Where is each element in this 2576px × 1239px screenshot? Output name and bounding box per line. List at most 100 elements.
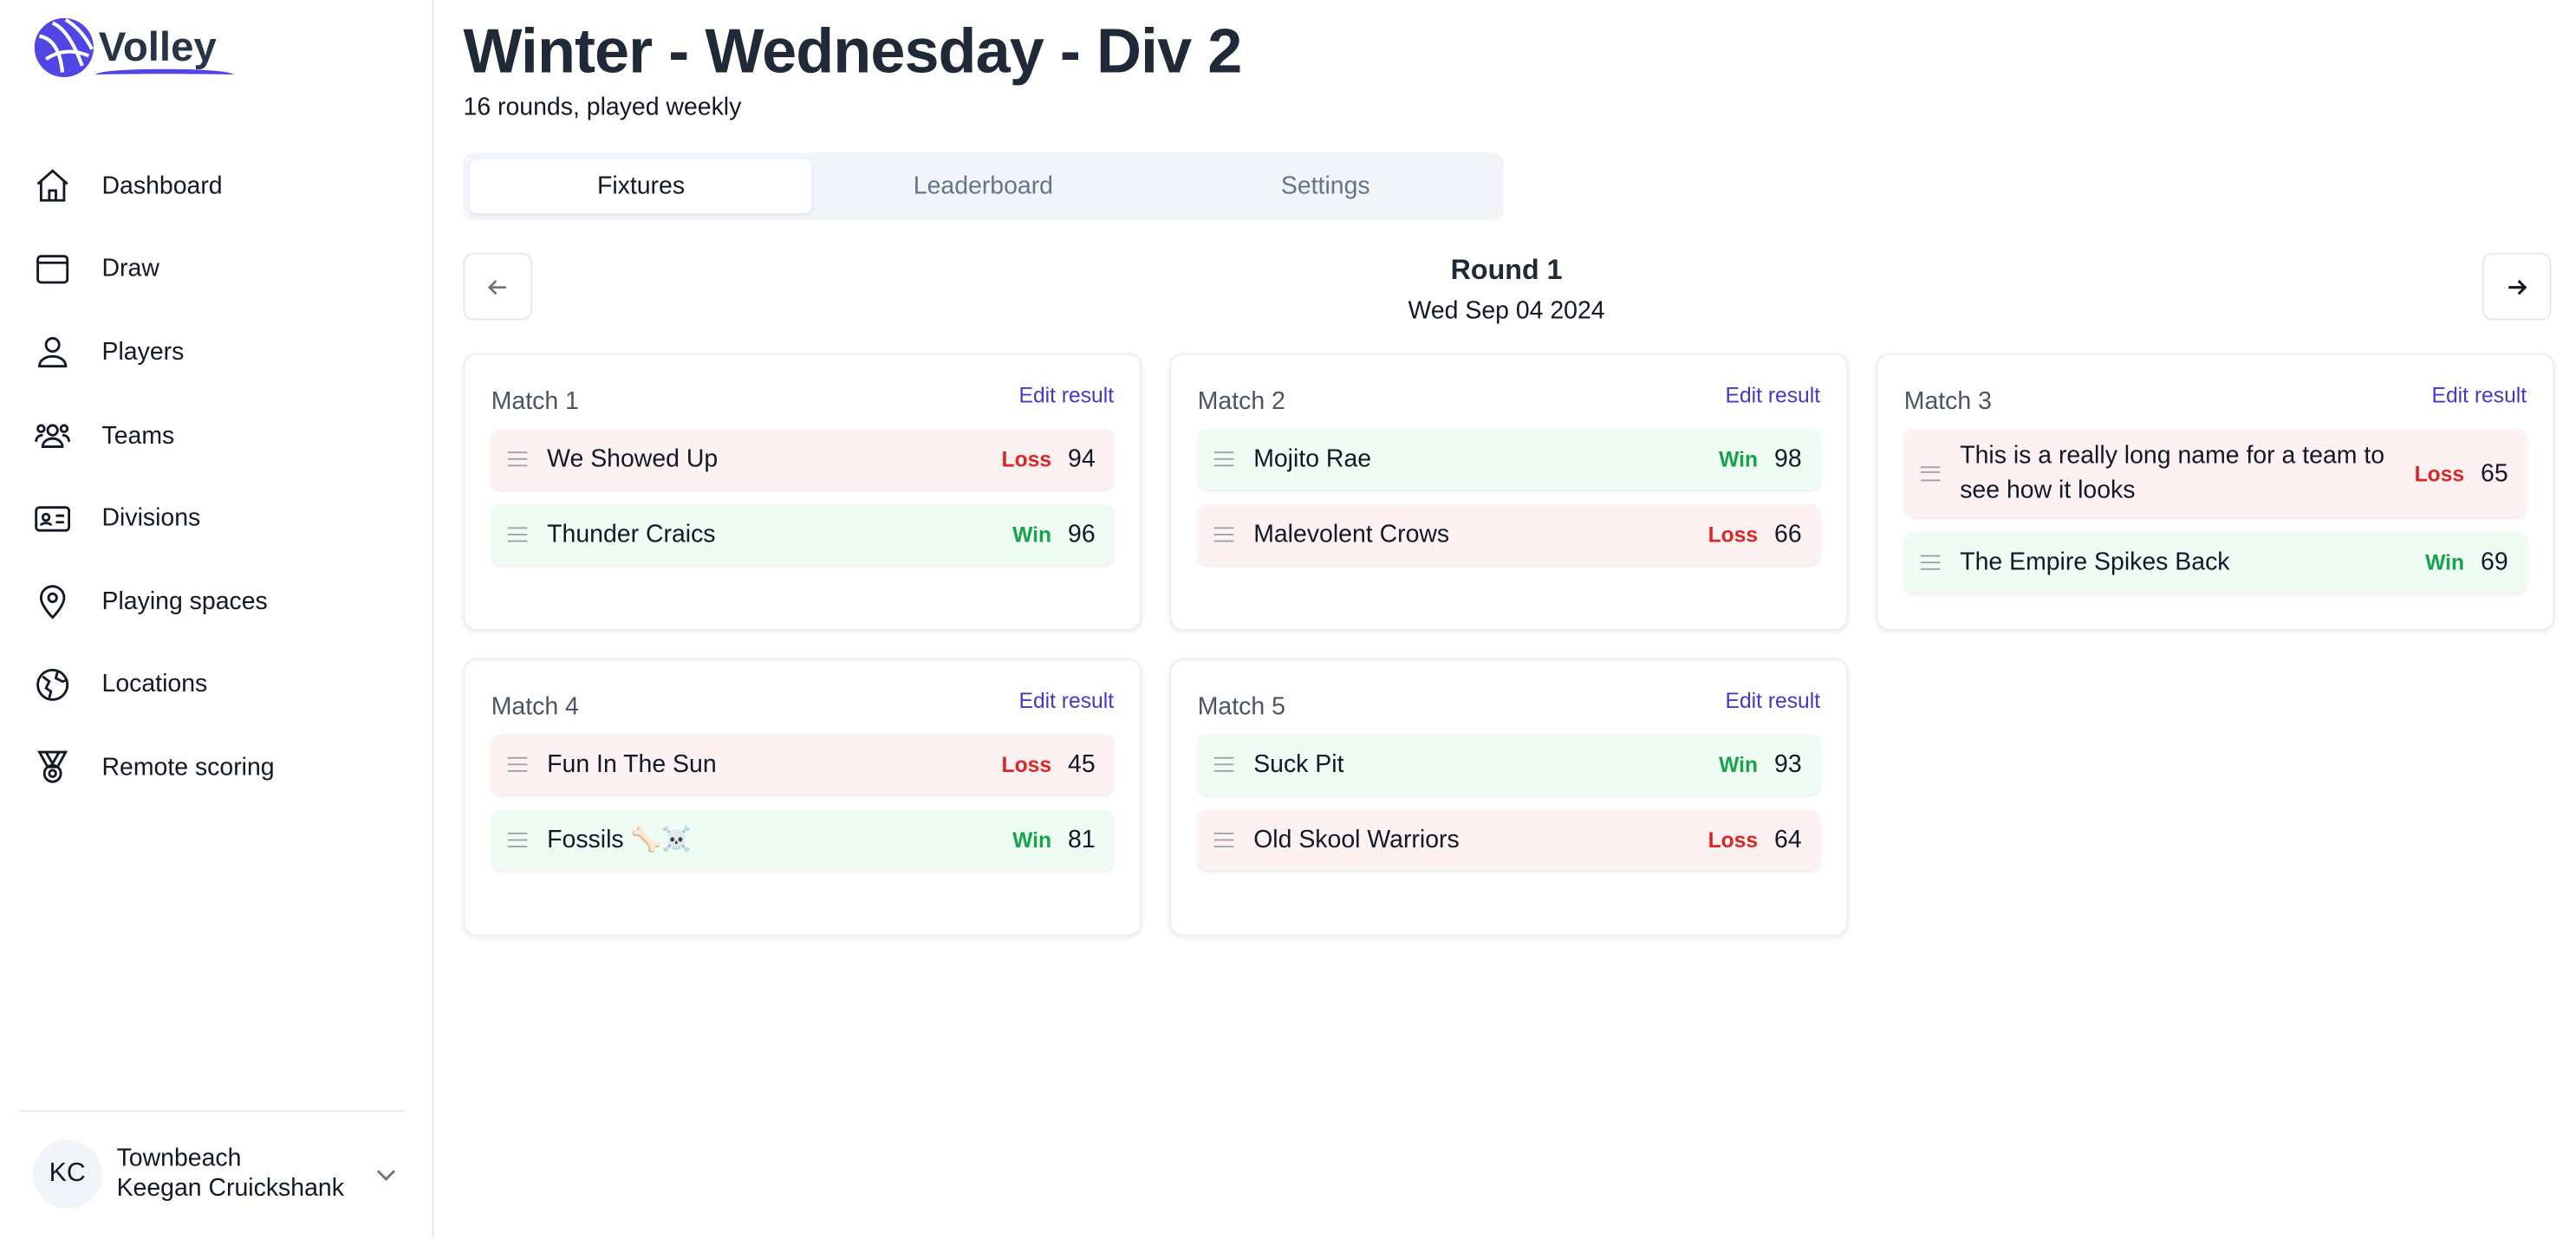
org-name: Townbeach (116, 1145, 242, 1173)
team-score: 96 (1068, 520, 1096, 549)
team-score: 64 (1774, 826, 1802, 854)
sidebar-item-label: Dashboard (101, 172, 223, 200)
team-row[interactable]: Malevolent Crows Loss 66 (1197, 503, 1821, 566)
match-card: Match 4 Edit result Fun In The Sun Loss 45 Fo… (463, 658, 1142, 937)
team-score: 66 (1774, 520, 1802, 549)
result-badge: Loss (2414, 460, 2465, 486)
divider (19, 1110, 405, 1113)
drag-handle-icon[interactable] (1920, 555, 1941, 570)
drag-handle-icon[interactable] (1213, 451, 1234, 467)
result-badge: Win (1012, 827, 1052, 853)
user-icon (38, 337, 68, 369)
tab-fixtures[interactable]: Fixtures (470, 159, 812, 214)
sidebar-item-dashboard[interactable]: Dashboard (33, 145, 411, 228)
team-name: Fun In The Sun (547, 750, 717, 779)
sidebar-item-label: Draw (101, 255, 159, 283)
edit-result-link[interactable]: Edit result (1018, 688, 1115, 713)
team-name: Old Skool Warriors (1253, 826, 1460, 854)
edit-result-link[interactable]: Edit result (2431, 382, 2527, 408)
sidebar-item-locations[interactable]: Locations (33, 643, 411, 726)
team-row[interactable]: Suck Pit Win 93 (1197, 734, 1821, 795)
sidebar-item-label: Playing spaces (101, 587, 268, 616)
team-row[interactable]: Mojito Rae Win 98 (1197, 428, 1821, 490)
user-menu[interactable]: KC Townbeach Keegan Cruickshank (32, 1139, 398, 1210)
sidebar-item-playing-spaces[interactable]: Playing spaces (33, 560, 411, 643)
sidebar-item-label: Divisions (101, 504, 201, 533)
drag-handle-icon[interactable] (1213, 527, 1234, 542)
team-name: Thunder Craics (547, 520, 716, 549)
team-name: Suck Pit (1253, 750, 1344, 779)
id-card-icon (35, 505, 71, 532)
match-card: Match 3 Edit result This is a really long … (1876, 353, 2555, 631)
logo[interactable]: Volley (33, 16, 233, 79)
team-row[interactable]: Thunder Craics Win 96 (491, 503, 1115, 566)
map-pin-icon (39, 585, 66, 620)
avatar: KC (32, 1139, 102, 1210)
home-icon (36, 169, 68, 203)
edit-result-link[interactable]: Edit result (1018, 382, 1115, 408)
result-badge: Win (1012, 522, 1052, 548)
tab-settings[interactable]: Settings (1280, 172, 1370, 201)
match-label: Match 4 (491, 692, 579, 722)
edit-result-link[interactable]: Edit result (1725, 688, 1821, 713)
next-round-button[interactable] (2482, 252, 2552, 321)
team-score: 65 (2481, 458, 2508, 487)
drag-handle-icon[interactable] (507, 832, 528, 848)
result-badge: Win (2425, 549, 2465, 575)
sidebar-item-label: Players (101, 338, 185, 367)
drag-handle-icon[interactable] (507, 451, 528, 467)
chevron-down-icon[interactable] (374, 1163, 398, 1186)
user-name: Keegan Cruickshank (116, 1174, 344, 1203)
match-label: Match 3 (1903, 387, 1992, 416)
team-name: Mojito Rae (1253, 444, 1372, 473)
page-title: Winter - Wednesday - Div 2 (463, 17, 1243, 88)
round-header: Round 1 Wed Sep 04 2024 (464, 255, 2550, 326)
sidebar-item-label: Remote scoring (101, 753, 275, 782)
drag-handle-icon[interactable] (1213, 756, 1234, 772)
match-card: Match 2 Edit result Mojito Rae Win 98 Malevol… (1169, 353, 1849, 631)
team-row[interactable]: We Showed Up Loss 94 (491, 428, 1115, 490)
sidebar-item-remote-scoring[interactable]: Remote scoring (33, 726, 411, 809)
team-name: Malevolent Crows (1253, 520, 1450, 549)
match-card: Match 1 Edit result We Showed Up Loss 94 Thun… (463, 353, 1142, 631)
arrow-right-icon (2508, 279, 2527, 295)
drag-handle-icon[interactable] (507, 756, 528, 772)
sidebar-item-draw[interactable]: Draw (33, 228, 411, 311)
team-score: 81 (1068, 826, 1096, 854)
sidebar-item-label: Teams (101, 421, 175, 450)
drag-handle-icon[interactable] (1213, 832, 1234, 848)
team-row[interactable]: Fun In The Sun Loss 45 (491, 734, 1115, 795)
drag-handle-icon[interactable] (507, 527, 528, 542)
match-label: Match 5 (1197, 692, 1285, 722)
team-score: 94 (1068, 444, 1096, 473)
team-row[interactable]: This is a really long name for a team to… (1903, 428, 2527, 518)
team-name: The Empire Spikes Back (1960, 548, 2230, 577)
round-title: Round 1 (1450, 254, 1563, 286)
team-row[interactable]: The Empire Spikes Back Win 69 (1903, 532, 2527, 594)
app-name: Volley (94, 23, 233, 74)
result-badge: Loss (1001, 752, 1052, 777)
team-score: 45 (1068, 750, 1096, 779)
team-score: 98 (1774, 444, 1802, 473)
match-card: Match 5 Edit result Suck Pit Win 93 Old Skool… (1169, 658, 1849, 937)
tab-leaderboard[interactable]: Leaderboard (913, 172, 1054, 201)
matches-grid: Match 1 Edit result We Showed Up Loss 94 Thun… (463, 353, 2555, 937)
window-icon (36, 255, 69, 284)
sidebar-item-players[interactable]: Players (33, 311, 411, 394)
team-row[interactable]: Fossils 🦴☠️ Win 81 (491, 809, 1115, 871)
medal-icon (37, 751, 68, 784)
globe-icon (36, 668, 69, 701)
result-badge: Loss (1001, 446, 1052, 471)
team-score: 93 (1774, 750, 1802, 779)
sidebar-item-teams[interactable]: Teams (33, 393, 411, 477)
page-subtitle: 16 rounds, played weekly (463, 94, 742, 122)
previous-round-button[interactable] (463, 252, 533, 321)
team-row[interactable]: Old Skool Warriors Loss 64 (1197, 809, 1821, 871)
arrow-left-icon (487, 279, 506, 295)
sidebar: Volley Dashboard Draw Players Teams Divi… (0, 0, 434, 1239)
edit-result-link[interactable]: Edit result (1725, 382, 1821, 408)
sidebar-nav: Dashboard Draw Players Teams Divisions P… (33, 145, 411, 809)
drag-handle-icon[interactable] (1920, 465, 1941, 481)
match-label: Match 1 (491, 387, 579, 416)
sidebar-item-divisions[interactable]: Divisions (33, 477, 411, 560)
